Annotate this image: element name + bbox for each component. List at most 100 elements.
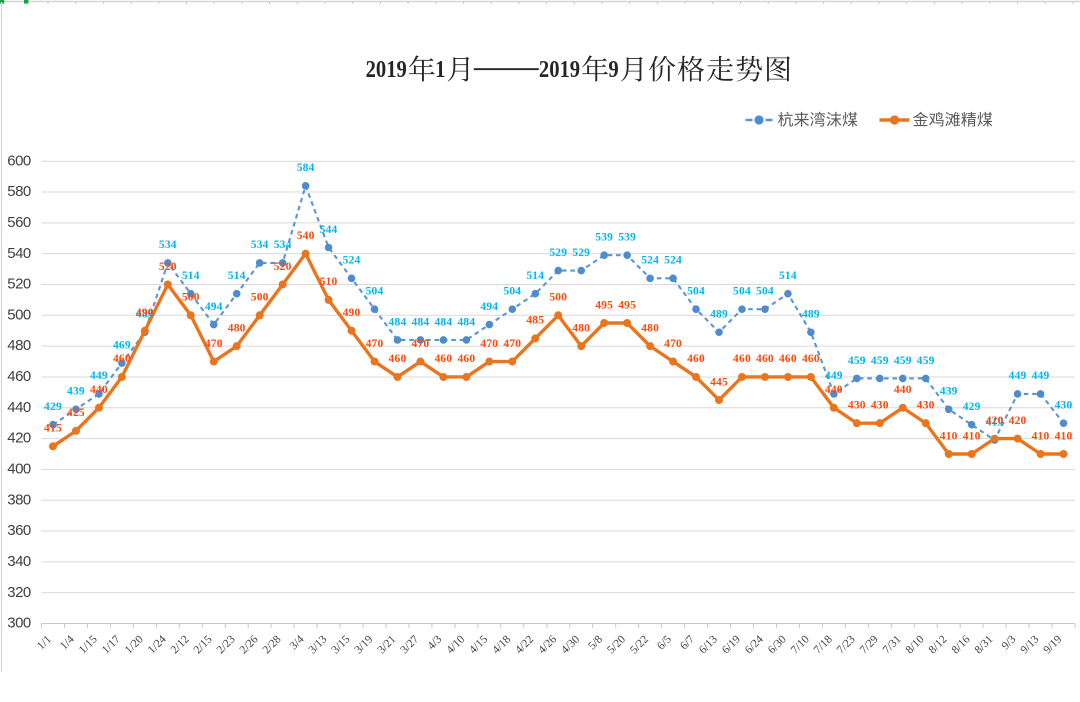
svg-text:500: 500 — [7, 306, 31, 323]
svg-text:524: 524 — [343, 255, 361, 267]
svg-text:469: 469 — [113, 339, 131, 351]
svg-text:514: 514 — [228, 270, 246, 282]
svg-text:300: 300 — [7, 615, 31, 632]
svg-text:430: 430 — [1055, 399, 1073, 411]
svg-text:534: 534 — [159, 239, 177, 251]
svg-text:419: 419 — [986, 416, 1004, 428]
svg-text:410: 410 — [940, 430, 958, 442]
svg-text:544: 544 — [320, 224, 338, 236]
svg-text:489: 489 — [710, 309, 728, 321]
svg-text:460: 460 — [7, 368, 31, 385]
svg-text:584: 584 — [297, 162, 315, 174]
svg-text:560: 560 — [7, 214, 31, 231]
svg-text:514: 514 — [526, 270, 544, 282]
svg-text:425: 425 — [67, 407, 85, 419]
svg-text:489: 489 — [136, 309, 154, 321]
svg-text:510: 510 — [320, 276, 338, 288]
svg-text:600: 600 — [7, 152, 31, 169]
svg-text:430: 430 — [871, 399, 889, 411]
svg-text:460: 460 — [389, 353, 407, 365]
svg-text:500: 500 — [182, 292, 200, 304]
svg-text:485: 485 — [526, 315, 544, 327]
svg-text:490: 490 — [136, 307, 154, 319]
svg-text:534: 534 — [274, 239, 292, 251]
svg-text:500: 500 — [251, 292, 269, 304]
svg-text:440: 440 — [7, 399, 31, 416]
svg-text:2019: 2019 — [539, 57, 580, 83]
svg-text:445: 445 — [710, 376, 728, 388]
svg-text:380: 380 — [7, 491, 31, 508]
svg-text:360: 360 — [7, 522, 31, 539]
svg-text:470: 470 — [664, 338, 682, 350]
svg-text:480: 480 — [228, 322, 246, 334]
svg-text:420: 420 — [7, 430, 31, 447]
svg-text:470: 470 — [412, 338, 430, 350]
svg-text:490: 490 — [343, 307, 361, 319]
svg-text:504: 504 — [756, 285, 774, 297]
svg-text:439: 439 — [940, 386, 958, 398]
svg-text:430: 430 — [848, 399, 866, 411]
svg-text:529: 529 — [549, 247, 567, 259]
svg-text:460: 460 — [457, 353, 475, 365]
svg-text:480: 480 — [641, 322, 659, 334]
svg-text:440: 440 — [894, 384, 912, 396]
svg-text:440: 440 — [90, 384, 108, 396]
svg-text:2019: 2019 — [366, 57, 407, 83]
svg-text:400: 400 — [7, 461, 31, 478]
svg-text:470: 470 — [205, 338, 223, 350]
svg-text:420: 420 — [1009, 415, 1027, 427]
svg-text:340: 340 — [7, 553, 31, 570]
svg-text:449: 449 — [90, 370, 108, 382]
svg-text:524: 524 — [664, 255, 682, 267]
svg-text:439: 439 — [67, 386, 85, 398]
svg-text:520: 520 — [274, 261, 292, 273]
svg-text:504: 504 — [687, 285, 705, 297]
svg-text:460: 460 — [113, 353, 131, 365]
svg-text:484: 484 — [434, 316, 452, 328]
svg-text:504: 504 — [733, 285, 751, 297]
svg-text:460: 460 — [802, 353, 820, 365]
svg-text:495: 495 — [595, 299, 613, 311]
svg-text:495: 495 — [618, 299, 636, 311]
svg-text:484: 484 — [457, 316, 475, 328]
svg-text:449: 449 — [825, 370, 843, 382]
svg-text:520: 520 — [159, 261, 177, 273]
svg-text:449: 449 — [1009, 370, 1027, 382]
svg-text:494: 494 — [205, 301, 223, 313]
svg-text:459: 459 — [894, 355, 912, 367]
svg-text:540: 540 — [7, 245, 31, 262]
svg-text:504: 504 — [366, 285, 384, 297]
svg-text:460: 460 — [434, 353, 452, 365]
svg-text:460: 460 — [687, 353, 705, 365]
svg-text:484: 484 — [389, 316, 407, 328]
svg-text:460: 460 — [756, 353, 774, 365]
svg-text:504: 504 — [503, 285, 521, 297]
svg-text:460: 460 — [733, 353, 751, 365]
svg-text:449: 449 — [1032, 370, 1050, 382]
svg-text:1: 1 — [435, 57, 445, 83]
svg-text:529: 529 — [572, 247, 590, 259]
svg-text:539: 539 — [618, 232, 636, 244]
svg-text:459: 459 — [848, 355, 866, 367]
svg-text:9: 9 — [608, 57, 618, 83]
svg-text:489: 489 — [802, 309, 820, 321]
svg-text:420: 420 — [986, 415, 1004, 427]
svg-text:429: 429 — [963, 401, 981, 413]
svg-text:480: 480 — [572, 322, 590, 334]
svg-text:524: 524 — [641, 255, 659, 267]
svg-text:539: 539 — [595, 232, 613, 244]
svg-text:460: 460 — [779, 353, 797, 365]
svg-text:580: 580 — [7, 183, 31, 200]
svg-text:430: 430 — [917, 399, 935, 411]
svg-text:470: 470 — [503, 338, 521, 350]
svg-text:540: 540 — [297, 230, 315, 242]
svg-text:429: 429 — [44, 401, 62, 413]
svg-text:470: 470 — [480, 338, 498, 350]
svg-text:440: 440 — [825, 384, 843, 396]
svg-text:410: 410 — [1055, 430, 1073, 442]
svg-text:459: 459 — [871, 355, 889, 367]
svg-text:500: 500 — [549, 292, 567, 304]
svg-text:514: 514 — [182, 270, 200, 282]
svg-text:534: 534 — [251, 239, 269, 251]
svg-text:484: 484 — [412, 316, 430, 328]
